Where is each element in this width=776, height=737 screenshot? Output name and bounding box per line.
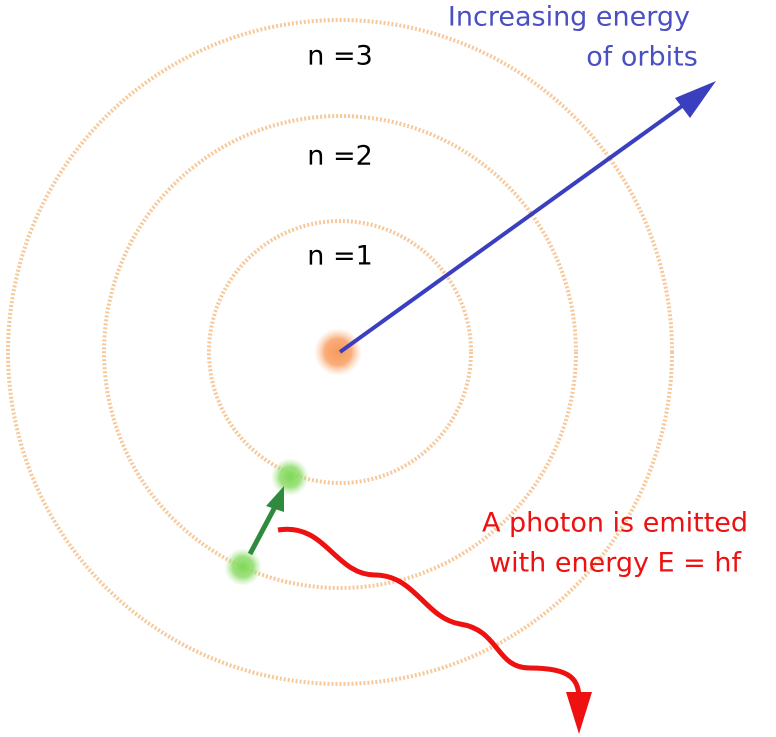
arrow-head	[266, 486, 284, 512]
arrow-head	[566, 692, 592, 734]
orbits	[6, 18, 674, 686]
nucleus	[314, 328, 362, 376]
transition-arrow	[247, 503, 279, 556]
orbit-label: n =1	[307, 241, 373, 272]
orbit	[207, 219, 473, 485]
photon-label: with energy E = hf	[489, 548, 742, 579]
electron	[224, 548, 262, 586]
photon-label: A photon is emitted	[482, 508, 748, 539]
energy-label: of orbits	[586, 42, 698, 73]
orbit-label: n =2	[307, 141, 373, 172]
photon-wave	[277, 526, 582, 701]
electron	[271, 458, 309, 496]
energy-arrow	[338, 94, 698, 354]
orbit-label: n =3	[307, 41, 373, 72]
arrow-head	[675, 81, 716, 118]
energy-label: Increasing energy	[448, 2, 690, 33]
orbit	[102, 114, 578, 590]
orbit	[6, 18, 674, 686]
